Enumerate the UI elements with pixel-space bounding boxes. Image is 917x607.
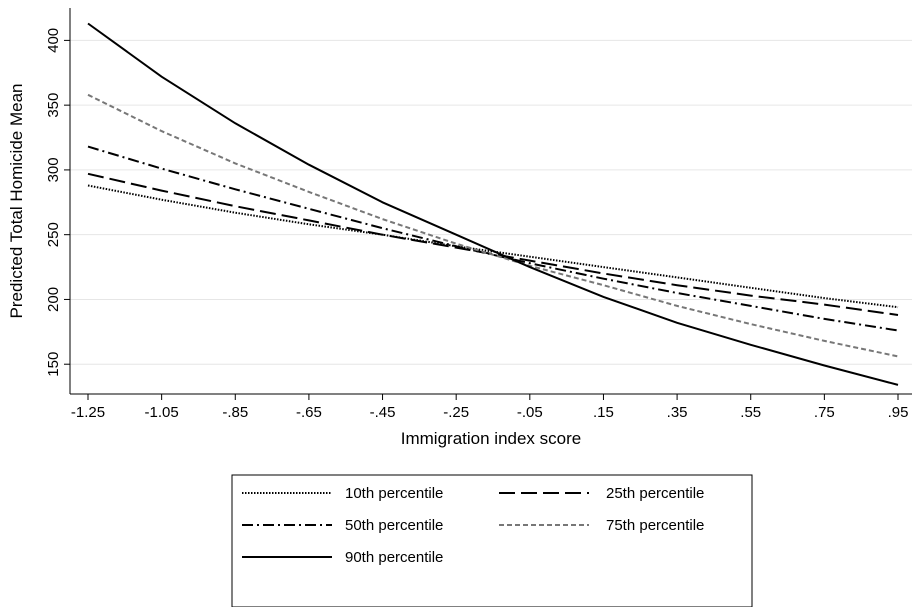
x-tick-label: .55 [740, 404, 761, 421]
y-tick-label: 400 [45, 28, 62, 53]
legend: 10th percentile 25th percentile 50th perce… [231, 474, 753, 607]
series-line-50th-percentile [87, 145, 899, 332]
x-tick-label: .75 [814, 404, 835, 421]
legend-label: 90th percentile [345, 549, 443, 566]
x-tick-label: -.85 [222, 404, 248, 421]
series-line-90th-percentile [87, 22, 899, 386]
x-tick-label: .95 [888, 404, 909, 421]
x-tick-label: .35 [667, 404, 688, 421]
series-lines [87, 22, 899, 386]
x-tick-label: -.65 [296, 404, 322, 421]
x-tick-label: -.25 [443, 404, 469, 421]
legend-label: 75th percentile [606, 517, 704, 534]
y-tick-label: 300 [45, 157, 62, 182]
axes [69, 8, 912, 395]
y-tick-label: 200 [45, 287, 62, 312]
x-tick-label: -1.25 [71, 404, 105, 421]
legend-label: 25th percentile [606, 485, 704, 502]
y-axis-title: Predicted Total Homicide Mean [7, 84, 26, 319]
gridlines [70, 39, 912, 365]
legend-box [231, 474, 753, 607]
x-tick-label: -.45 [370, 404, 396, 421]
series-line-25th-percentile [87, 172, 899, 316]
y-tick-label: 150 [45, 352, 62, 377]
x-tick-label: -1.05 [145, 404, 179, 421]
x-axis-ticks: -1.25 -1.05 -.85 -.65 -.45 -.25 -.05 .15 .35 .55.… [71, 394, 909, 421]
y-tick-label: 250 [45, 222, 62, 247]
legend-label: 50th percentile [345, 517, 443, 534]
y-tick-label: 350 [45, 93, 62, 118]
series-line-75th-percentile [87, 93, 899, 358]
x-tick-label: .15 [593, 404, 614, 421]
x-tick-label: -.05 [517, 404, 543, 421]
legend-label: 10th percentile [345, 485, 443, 502]
y-axis-ticks: 150 200 250 300 350 400 [45, 28, 70, 377]
x-axis-title: Immigration index score [401, 429, 581, 448]
